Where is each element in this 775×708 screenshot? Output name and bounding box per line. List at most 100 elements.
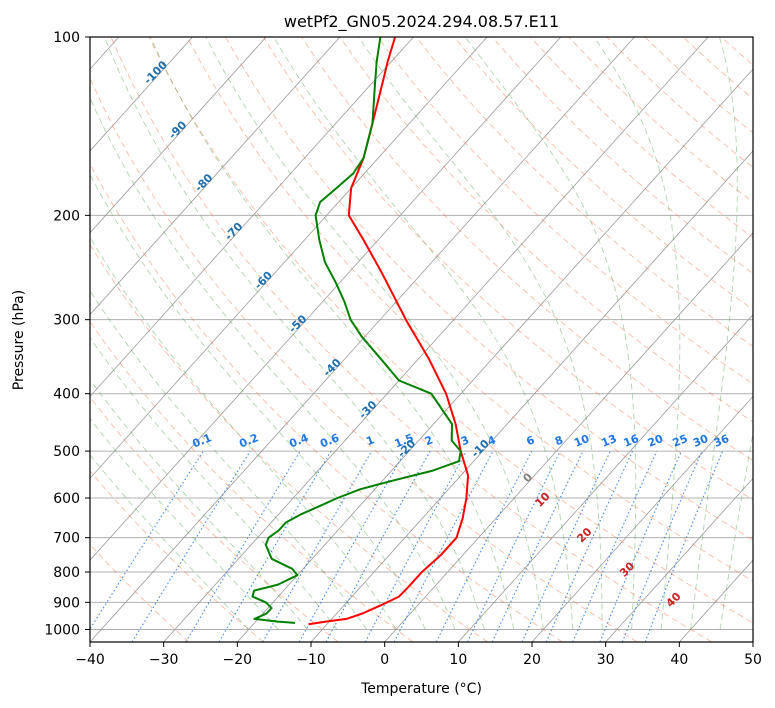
dry-adiabat-line bbox=[90, 243, 488, 642]
moist-adiabat-line bbox=[90, 336, 338, 630]
y-axis-ticks: 1000 900 800 700 600 500 400 300 200 100 bbox=[44, 30, 90, 638]
mixing-ratio-label: 0.6 bbox=[318, 431, 341, 450]
moist-adiabat-line bbox=[90, 379, 308, 630]
y-tick-label: 100 bbox=[53, 30, 80, 46]
isotherm-line bbox=[237, 68, 753, 642]
dry-adiabat-line bbox=[606, 37, 753, 168]
x-tick-label: −30 bbox=[149, 652, 179, 668]
x-tick-label: −40 bbox=[75, 652, 105, 668]
dry-adiabat-line bbox=[90, 320, 414, 642]
isotherm-label: -90 bbox=[166, 118, 189, 141]
y-tick-label: 1000 bbox=[44, 622, 80, 638]
moist-adiabat-line bbox=[593, 37, 681, 630]
isotherm-line bbox=[90, 37, 414, 398]
mixing-ratio-line bbox=[90, 450, 204, 630]
y-tick-label: 900 bbox=[53, 595, 80, 611]
mixing-ratio-label: 20 bbox=[646, 432, 665, 450]
x-tick-label: 10 bbox=[449, 652, 467, 668]
mixing-ratio-line bbox=[491, 450, 584, 642]
moist-adiabat-line bbox=[90, 289, 367, 630]
dry-adiabat-line bbox=[415, 37, 753, 348]
x-tick-label: 0 bbox=[380, 652, 389, 668]
x-axis-label: Temperature (°C) bbox=[360, 681, 482, 697]
mixing-ratio-line bbox=[185, 450, 301, 642]
mixing-ratio-line bbox=[364, 450, 467, 642]
mixing-ratio-label: 6 bbox=[525, 433, 537, 448]
mixing-ratio-line bbox=[435, 450, 533, 642]
mixing-ratio-label: 25 bbox=[671, 432, 690, 450]
moist-adiabat-line bbox=[90, 173, 426, 630]
mixing-ratio-line bbox=[621, 450, 703, 642]
dry-adiabat-line bbox=[568, 37, 753, 203]
y-tick-label: 400 bbox=[53, 387, 80, 403]
mixing-ratio-line bbox=[572, 450, 658, 642]
dry-adiabat-line bbox=[263, 37, 753, 501]
isotherm-label: -100 bbox=[141, 58, 170, 87]
x-tick-label: 40 bbox=[670, 652, 688, 668]
y-tick-label: 700 bbox=[53, 531, 80, 547]
dry-adiabat-line bbox=[644, 37, 753, 134]
isotherm-line bbox=[531, 395, 753, 642]
mixing-ratio-label: 36 bbox=[712, 432, 731, 450]
moist-adiabat-label: 30 bbox=[617, 559, 637, 579]
moist-adiabat-line bbox=[690, 37, 738, 630]
dry-adiabat-line bbox=[90, 163, 563, 642]
y-tick-label: 300 bbox=[53, 313, 80, 329]
dry-adiabat-line bbox=[148, 37, 753, 624]
plot-frame bbox=[89, 36, 754, 643]
mixing-ratio-label: 1 bbox=[364, 433, 376, 448]
moist-adiabat-label: 10 bbox=[533, 490, 553, 510]
x-tick-label: −10 bbox=[296, 652, 326, 668]
mixing-ratio-line bbox=[467, 450, 561, 642]
dry-adiabat-line bbox=[90, 396, 339, 642]
moist-adiabat-line bbox=[273, 37, 574, 630]
isotherm-label: -30 bbox=[356, 398, 379, 421]
dry-adiabat-line bbox=[682, 37, 753, 100]
mixing-ratio-line bbox=[644, 450, 724, 642]
isotherm-line bbox=[605, 477, 753, 642]
mixing-ratio-label: 2 bbox=[423, 433, 435, 448]
y-tick-label: 200 bbox=[53, 208, 80, 224]
isotherm-label: -40 bbox=[321, 356, 344, 379]
chart-title: wetPf2_GN05.2024.294.08.57.E11 bbox=[284, 12, 559, 32]
dry-adiabat-line bbox=[90, 543, 190, 642]
isotherm-line bbox=[310, 150, 753, 642]
moist-adiabat-line bbox=[90, 236, 397, 630]
y-axis-label: Pressure (hPa) bbox=[11, 290, 27, 390]
x-axis-ticks: −40 −30 −20 −10 0 10 20 30 40 50 bbox=[75, 642, 762, 668]
mixing-ratio-label: 30 bbox=[691, 432, 710, 450]
dry-adiabat-line bbox=[377, 37, 753, 385]
moist-adiabat-line bbox=[464, 37, 637, 630]
mixing-ratio-label: 0.1 bbox=[191, 431, 214, 450]
dry-adiabat-line bbox=[225, 37, 753, 541]
mixing-ratio-line bbox=[325, 450, 431, 642]
isotherm-line bbox=[90, 37, 562, 561]
x-tick-label: 20 bbox=[523, 652, 541, 668]
dry-adiabat-line bbox=[453, 37, 753, 311]
mixing-ratio-label: 3 bbox=[459, 433, 471, 448]
background-lines bbox=[90, 37, 753, 642]
isotherm-line bbox=[90, 37, 341, 316]
profile-lines bbox=[251, 37, 470, 626]
mixing-ratio-label: 16 bbox=[622, 432, 641, 450]
y-tick-label: 500 bbox=[53, 444, 80, 460]
mixing-ratio-label: 13 bbox=[600, 432, 619, 450]
isotherm-line bbox=[90, 37, 193, 152]
mixing-ratio-line bbox=[545, 450, 633, 642]
dewpoint-line bbox=[251, 37, 462, 624]
isotherm-line bbox=[163, 37, 709, 642]
isotherm-line bbox=[90, 37, 488, 479]
isotherm-label: -50 bbox=[286, 312, 309, 335]
mixing-ratio-line bbox=[131, 450, 251, 642]
y-tick-label: 600 bbox=[53, 491, 80, 507]
moist-adiabat-line bbox=[90, 417, 279, 630]
mixing-ratio-label: 10 bbox=[572, 432, 591, 450]
mixing-ratio-label: 8 bbox=[553, 433, 565, 448]
x-tick-label: 50 bbox=[744, 652, 762, 668]
dry-adiabat-line bbox=[720, 37, 753, 66]
moist-adiabat-label: 40 bbox=[664, 590, 684, 610]
mixing-ratio-line bbox=[599, 450, 682, 642]
moist-adiabat-line bbox=[90, 454, 249, 630]
mixing-ratio-line bbox=[298, 450, 406, 642]
moist-adiabat-line bbox=[90, 96, 456, 630]
